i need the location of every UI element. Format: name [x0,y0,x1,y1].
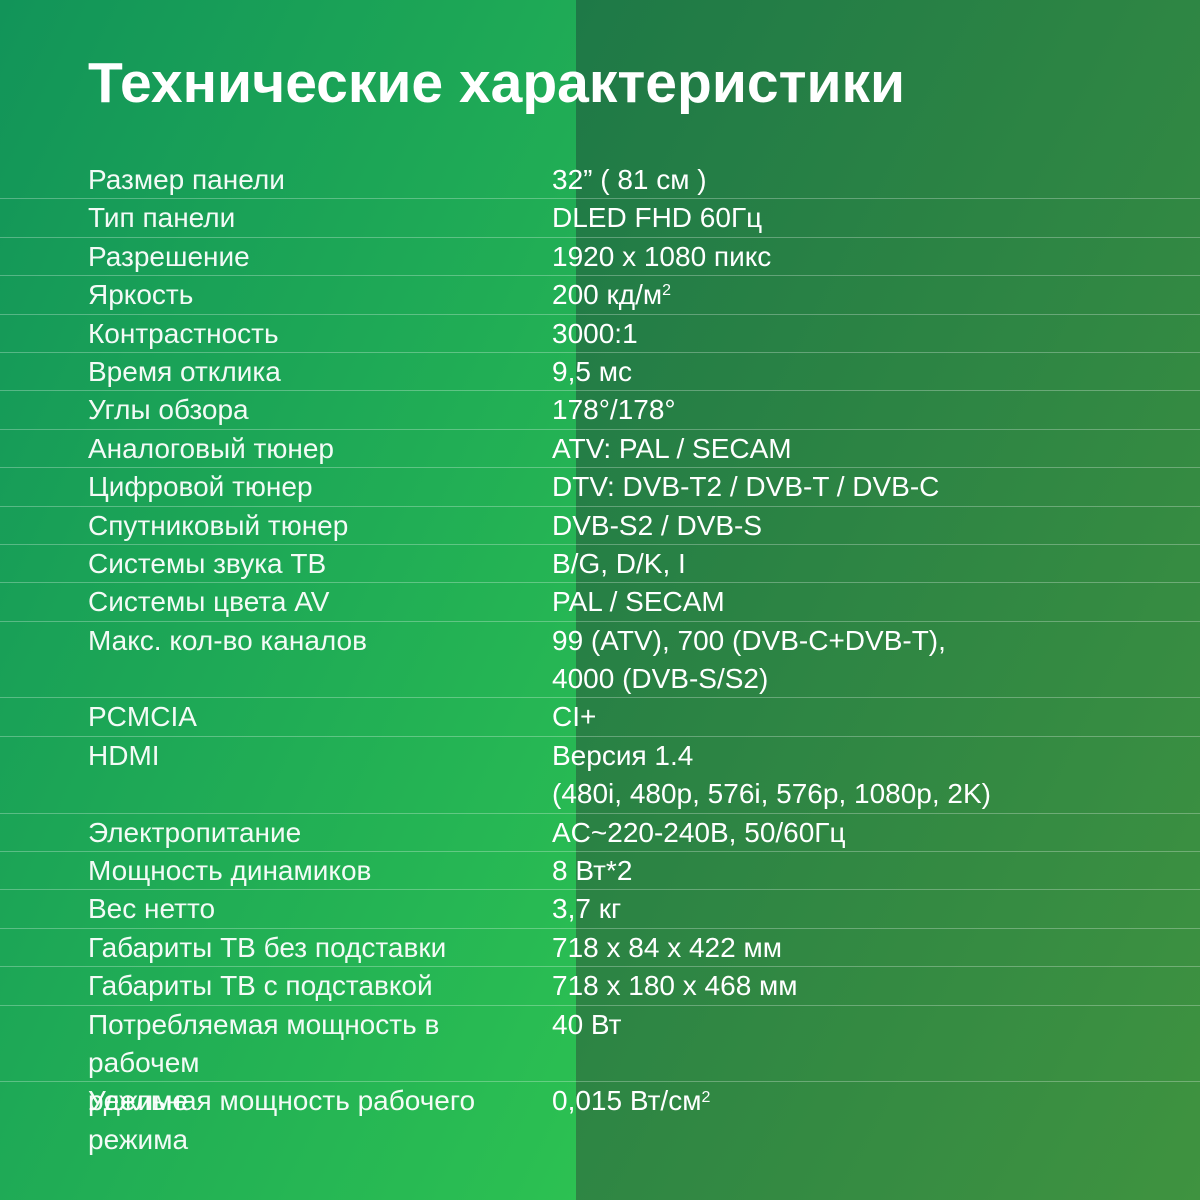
spec-value-line1: Версия 1.4 [552,739,694,771]
spec-row-satellite-tuner: Спутниковый тюнер DVB-S2 / DVB-S [0,507,1200,545]
spec-row-power-supply: Электропитание AC~220-240В, 50/60Гц [0,814,1200,853]
spec-label-line1: Потребляемая мощность в рабочем [88,1008,440,1079]
spec-label: Габариты ТВ без подставки [88,931,447,963]
spec-value: 0,015 Вт/см2 [552,1082,1200,1120]
spec-row-operating-power: Потребляемая мощность в рабочем режиме 4… [0,1006,1200,1116]
page-title: Технические характеристики [88,51,906,115]
spec-label: Аналоговый тюнер [88,432,334,464]
spec-row-analog-tuner: Аналоговый тюнер ATV: PAL / SECAM [0,430,1200,469]
spec-label: Габариты ТВ с подставкой [88,970,433,1002]
spec-value: 718 x 180 x 468 мм [552,970,798,1002]
spec-label: Время отклика [88,355,281,387]
spec-label: Вес нетто [88,893,216,925]
spec-label: Потребляемая мощность в рабочем режиме [0,1006,552,1121]
spec-value: Версия 1.4 (480i, 480p, 576i, 576p, 1080… [552,737,1200,814]
spec-value: 718 x 84 x 422 мм [552,931,782,963]
spec-label: Спутниковый тюнер [88,509,349,541]
spec-value-text: 200 кд/м [552,279,663,311]
spec-row-tv-sound-systems: Системы звука ТВ B/G, D/K, I [0,545,1200,584]
spec-label: Разрешение [88,240,250,272]
spec-table: Размер панели 32” ( 81 см ) Тип панели D… [0,161,1200,1159]
spec-value: B/G, D/K, I [552,547,686,579]
spec-value: DVB-S2 / DVB-S [552,509,763,541]
spec-value: 32” ( 81 см ) [552,164,707,195]
spec-label: PCMCIA [88,701,197,733]
spec-value-line1: 99 (ATV), 700 (DVB-C+DVB-T), [552,624,946,656]
spec-value: ATV: PAL / SECAM [552,432,792,464]
spec-value-text: 0,015 Вт/см [552,1085,702,1117]
spec-label: Тип панели [88,202,236,234]
spec-value: 178°/178° [552,394,676,426]
spec-label-line1: Удельная мощность рабочего [88,1085,476,1117]
spec-row-viewing-angles: Углы обзора 178°/178° [0,391,1200,430]
spec-row-response-time: Время отклика 9,5 мс [0,353,1200,392]
spec-row-speaker-power: Мощность динамиков 8 Вт*2 [0,852,1200,891]
spec-value: 9,5 мс [552,355,632,387]
spec-label: HDMI [88,739,160,771]
spec-row-panel-size: Размер панели 32” ( 81 см ) [0,161,1200,200]
spec-row-digital-tuner: Цифровой тюнер DTV: DVB-T2 / DVB-T / DVB… [0,468,1200,507]
spec-value: 200 кд/м2 [552,276,1200,314]
spec-row-brightness: Яркость 200 кд/м2 [0,276,1200,315]
spec-label: Удельная мощность рабочего режима [0,1082,552,1159]
spec-row-dimensions-with-stand: Габариты ТВ с подставкой 718 x 180 x 468… [0,967,1200,1006]
superscript-2: 2 [701,1088,711,1106]
spec-value: 99 (ATV), 700 (DVB-C+DVB-T), 4000 (DVB-S… [552,622,1200,699]
superscript-2: 2 [662,282,672,300]
spec-row-max-channels: Макс. кол-во каналов 99 (ATV), 700 (DVB-… [0,622,1200,699]
spec-value: DLED FHD 60Гц [552,202,763,234]
spec-row-specific-power: Удельная мощность рабочего режима 0,015 … [0,1082,1200,1159]
spec-value-line2: 4000 (DVB-S/S2) [552,663,769,695]
spec-label: Системы цвета AV [88,586,330,618]
background-right-panel [576,0,1200,1200]
spec-label: Системы звука ТВ [88,547,327,579]
background-left-panel [0,0,576,1200]
spec-value: 8 Вт*2 [552,855,633,887]
spec-label: Макс. кол-во каналов [88,624,368,656]
spec-row-pcmcia: PCMCIA CI+ [0,698,1200,737]
spec-label: Мощность динамиков [88,855,372,887]
spec-label: Контрастность [88,317,279,349]
spec-value: 3,7 кг [552,893,622,925]
spec-value: PAL / SECAM [552,586,725,618]
spec-label-line2: режима [88,1123,189,1155]
spec-row-panel-type: Тип панели DLED FHD 60Гц [0,199,1200,238]
spec-value: DTV: DVB-T2 / DVB-T / DVB-C [552,471,940,503]
spec-row-dimensions-no-stand: Габариты ТВ без подставки 718 x 84 x 422… [0,929,1200,968]
spec-label: Яркость [88,279,194,311]
spec-row-net-weight: Вес нетто 3,7 кг [0,890,1200,929]
spec-row-resolution: Разрешение 1920 x 1080 пикс [0,238,1200,277]
spec-value: 40 Вт [552,1008,622,1040]
spec-value: 3000:1 [552,317,638,349]
spec-value: AC~220-240В, 50/60Гц [552,816,846,848]
spec-label: Цифровой тюнер [88,471,313,503]
spec-label-line2: режиме [88,1085,189,1117]
spec-row-hdmi: HDMI Версия 1.4 (480i, 480p, 576i, 576p,… [0,737,1200,814]
spec-label: Электропитание [88,816,302,848]
spec-value-line2: (480i, 480p, 576i, 576p, 1080p, 2K) [552,778,992,810]
spec-label: Размер панели [88,164,285,195]
spec-value: 1920 x 1080 пикс [552,240,772,272]
spec-value: CI+ [552,701,597,733]
spec-row-contrast: Контрастность 3000:1 [0,315,1200,353]
spec-label: Углы обзора [88,394,249,426]
spec-row-av-color-systems: Системы цвета AV PAL / SECAM [0,583,1200,622]
